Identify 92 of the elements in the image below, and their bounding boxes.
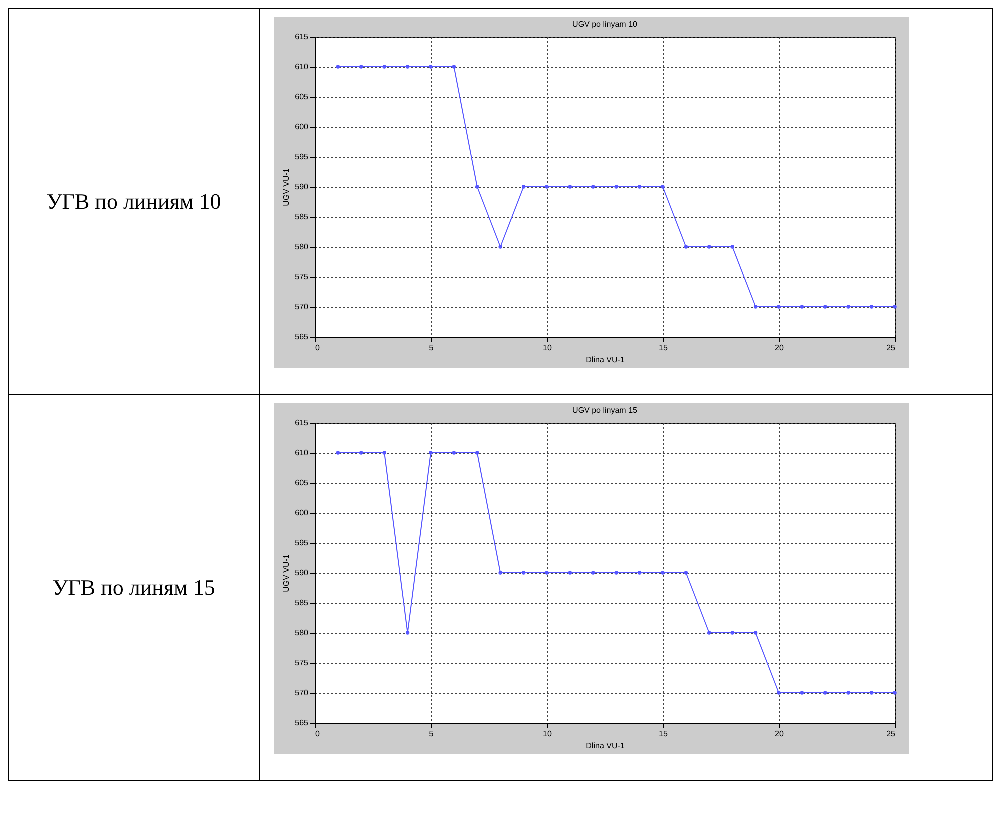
y-tick-label: 595 [295, 152, 310, 162]
point [476, 451, 480, 455]
point [522, 185, 526, 189]
x-tick-label: 25 [886, 344, 896, 352]
point [777, 691, 781, 695]
x-tick-label: 0 [316, 344, 320, 352]
point [545, 571, 549, 575]
y-tick-label: 585 [295, 212, 310, 222]
point [568, 185, 572, 189]
point [684, 245, 688, 249]
point [754, 631, 758, 635]
x-axis-title: Dlina VU-1 [586, 742, 626, 750]
point [452, 451, 456, 455]
point [870, 305, 874, 309]
x-tick-label: 5 [429, 730, 434, 738]
point [592, 571, 596, 575]
y-tick-label: 590 [295, 568, 310, 578]
point [406, 631, 410, 635]
point [754, 305, 758, 309]
x-tick-label: 10 [543, 344, 552, 352]
point [846, 691, 850, 695]
point [452, 65, 456, 69]
y-tick-label: 575 [295, 272, 310, 282]
point [545, 185, 549, 189]
x-tick-label: 15 [659, 730, 668, 738]
x-tick-label: 10 [543, 730, 552, 738]
point [336, 65, 340, 69]
x-tick-label: 15 [659, 344, 668, 352]
y-tick-label: 565 [295, 332, 310, 342]
text: УГВ по линям 15 [52, 574, 216, 602]
y-axis-title: UGV VU-1 [282, 168, 292, 206]
point [476, 185, 480, 189]
point [614, 185, 618, 189]
point [870, 691, 874, 695]
y-tick-label: 615 [295, 418, 310, 428]
text: УГВ по линиям 10 [46, 188, 222, 216]
point [406, 65, 410, 69]
x-tick-label: 20 [775, 730, 784, 738]
y-tick-label: 570 [295, 302, 310, 312]
y-tick-label: 610 [295, 62, 310, 72]
y-tick-label: 570 [295, 688, 310, 698]
point [708, 245, 712, 249]
point [522, 571, 526, 575]
x-axis-title: Dlina VU-1 [586, 356, 626, 364]
x-tick-label: 5 [429, 344, 434, 352]
chart-title: UGV po linyam 15 [572, 406, 638, 415]
y-tick-label: 615 [295, 32, 310, 42]
y-axis-title: UGV VU-1 [282, 554, 292, 592]
point [360, 65, 364, 69]
x-tick-label: 0 [316, 730, 320, 738]
point [684, 571, 688, 575]
y-tick-label: 565 [295, 718, 310, 728]
point [498, 245, 502, 249]
y-tick-label: 605 [295, 92, 310, 102]
point [708, 631, 712, 635]
point [614, 571, 618, 575]
point [498, 571, 502, 575]
y-tick-label: 595 [295, 538, 310, 548]
point [846, 305, 850, 309]
point [382, 451, 386, 455]
point [336, 451, 340, 455]
y-tick-label: 580 [295, 628, 310, 638]
y-tick-label: 580 [295, 242, 310, 252]
point [429, 451, 433, 455]
point [661, 571, 665, 575]
point [429, 65, 433, 69]
point [638, 185, 642, 189]
y-tick-label: 585 [295, 598, 310, 608]
y-tick-label: 610 [295, 448, 310, 458]
point [824, 305, 828, 309]
point [730, 631, 734, 635]
y-tick-label: 600 [295, 508, 310, 518]
y-tick-label: 590 [295, 182, 310, 192]
point [893, 305, 897, 309]
x-tick-label: 20 [775, 344, 784, 352]
point [661, 185, 665, 189]
point [592, 185, 596, 189]
point [800, 691, 804, 695]
point [824, 691, 828, 695]
x-tick-label: 25 [886, 730, 896, 738]
y-tick-label: 575 [295, 658, 310, 668]
point [800, 305, 804, 309]
chart-title: UGV po linyam 10 [572, 20, 638, 29]
point [893, 691, 897, 695]
point [382, 65, 386, 69]
point [360, 451, 364, 455]
y-tick-label: 600 [295, 122, 310, 132]
point [638, 571, 642, 575]
point [777, 305, 781, 309]
y-tick-label: 605 [295, 478, 310, 488]
point [730, 245, 734, 249]
point [568, 571, 572, 575]
